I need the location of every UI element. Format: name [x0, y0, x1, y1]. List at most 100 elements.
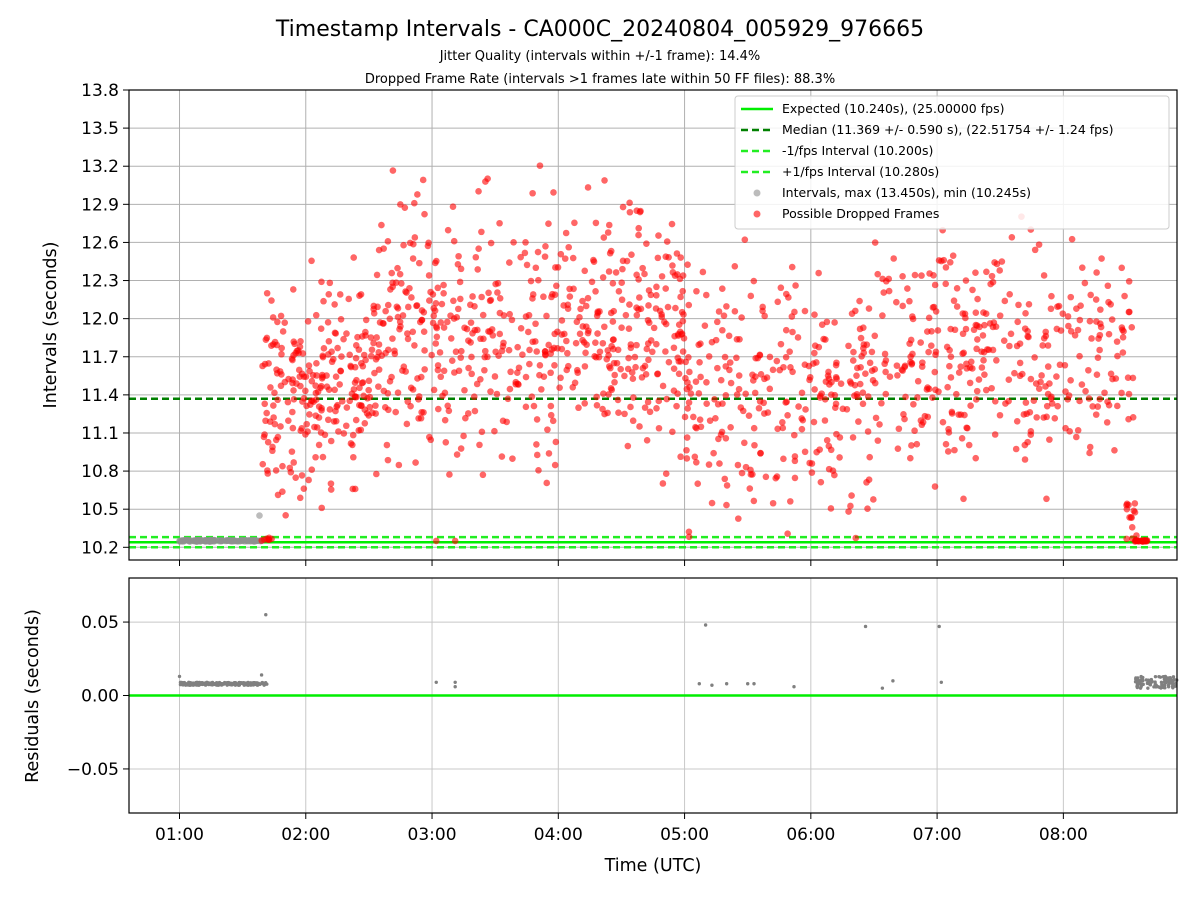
dropped-frame-point	[1114, 352, 1121, 360]
dropped-frame-point	[685, 399, 693, 406]
dropped-frame-point	[268, 342, 275, 349]
dropped-frame-point	[523, 261, 531, 269]
dropped-frame-point	[413, 302, 421, 309]
interval-point	[252, 536, 260, 544]
dropped-frame-point	[584, 329, 592, 337]
dropped-frame-point	[626, 301, 633, 308]
dropped-frame-point	[352, 342, 360, 349]
residual-point	[230, 683, 234, 687]
dropped-frame-point	[411, 342, 418, 349]
dropped-frame-point	[733, 354, 740, 362]
dropped-frame-point	[652, 305, 660, 312]
dropped-frame-point	[975, 376, 983, 383]
dropped-frame-point	[437, 373, 445, 381]
dropped-frame-point	[1105, 330, 1113, 338]
dropped-frame-point	[681, 413, 689, 421]
dropped-frame-point	[372, 402, 379, 409]
intervals-reference-lines	[129, 397, 1177, 549]
dropped-frame-point	[927, 342, 935, 349]
residual-point	[245, 682, 249, 686]
dropped-frame-point	[673, 402, 680, 410]
dropped-frame-point	[959, 350, 966, 357]
dropped-frame-point	[798, 425, 806, 433]
residual-point	[937, 624, 941, 629]
dropped-frame-point	[769, 366, 777, 374]
dropped-frame-point	[357, 402, 365, 410]
dropped-frame-point	[404, 303, 412, 311]
dropped-frame-point	[722, 391, 730, 399]
intervals-y-tick-label: 10.2	[81, 538, 119, 558]
dropped-frame-point	[1000, 337, 1008, 344]
dropped-frame-point	[959, 330, 967, 338]
dropped-frame-point	[302, 431, 309, 438]
dropped-frame-point	[741, 236, 749, 243]
dropped-frame-point	[815, 269, 822, 277]
dropped-frame-point	[536, 162, 544, 169]
dropped-frame-point	[820, 335, 827, 343]
dropped-frame-point	[608, 386, 616, 394]
residual-point	[180, 681, 184, 686]
dropped-frame-point	[346, 397, 354, 405]
x-tick-label: 04:00	[534, 825, 583, 845]
dropped-frame-point	[779, 424, 787, 432]
dropped-frame-point	[1013, 417, 1021, 425]
dropped-frame-point	[629, 417, 637, 425]
dropped-frame-point	[506, 310, 513, 318]
dropped-frame-point	[955, 369, 963, 376]
dropped-frame-point	[509, 455, 516, 462]
intervals-y-ticks: 10.2 10.5 10.8 11.1 11.4 11.7 12.0 12.3 12.6 12.9…	[81, 81, 129, 558]
residual-point	[453, 680, 457, 684]
dropped-frame-point	[721, 475, 729, 483]
dropped-frame-point	[469, 293, 476, 300]
dropped-frame-point	[951, 326, 959, 334]
dropped-frame-point	[373, 334, 380, 341]
interval-point	[209, 536, 217, 544]
dropped-frame-point	[950, 297, 958, 305]
residual-point	[863, 624, 868, 629]
dropped-frame-point	[1121, 292, 1128, 300]
dropped-frame-point	[917, 339, 924, 346]
dropped-frame-point	[362, 332, 369, 339]
dropped-frame-point	[960, 495, 967, 503]
residuals-y-axis-label: Residuals (seconds)	[23, 609, 43, 783]
dropped-frame-point	[870, 496, 877, 503]
dropped-frame-point	[318, 504, 326, 512]
dropped-frame-point	[1129, 374, 1137, 382]
dropped-frame-point	[289, 379, 296, 387]
dropped-frame-point	[1061, 361, 1069, 369]
dropped-frame-point	[727, 379, 735, 387]
dropped-frame-point	[750, 277, 758, 285]
dropped-frame-point	[566, 285, 573, 293]
dropped-frame-point	[811, 386, 818, 393]
dropped-frame-point	[1073, 433, 1080, 441]
x-tick-label: 06:00	[786, 825, 835, 845]
dropped-frame-point	[565, 243, 573, 251]
dropped-frame-point	[318, 407, 325, 414]
dropped-frame-point	[792, 282, 799, 289]
dropped-frame-point	[489, 332, 497, 339]
dropped-frame-point	[946, 346, 953, 354]
dropped-frame-point	[878, 399, 885, 407]
dropped-frame-point	[1105, 401, 1113, 409]
dropped-frame-point	[375, 341, 383, 348]
dropped-frame-point	[1046, 380, 1053, 387]
dropped-frame-point	[558, 317, 566, 324]
dropped-frame-point	[935, 257, 943, 264]
dropped-frame-point	[713, 318, 721, 326]
dropped-frame-point	[827, 505, 835, 512]
dropped-frame-point	[1046, 436, 1053, 443]
dropped-frame-point	[618, 296, 626, 304]
dropped-frame-point	[805, 362, 813, 370]
dropped-frame-point	[988, 272, 996, 280]
dropped-frame-point	[350, 254, 358, 261]
dropped-frame-point	[1012, 445, 1020, 453]
dropped-frame-point	[664, 303, 672, 311]
dropped-frame-point	[614, 346, 622, 354]
dropped-frame-point	[476, 441, 483, 449]
dropped-frame-point	[421, 366, 428, 373]
dropped-frame-point	[751, 389, 759, 397]
dropped-frame-point	[747, 466, 754, 474]
dropped-frame-point	[991, 398, 999, 405]
dropped-frame-point	[351, 379, 359, 386]
dropped-frame-point	[906, 340, 913, 347]
